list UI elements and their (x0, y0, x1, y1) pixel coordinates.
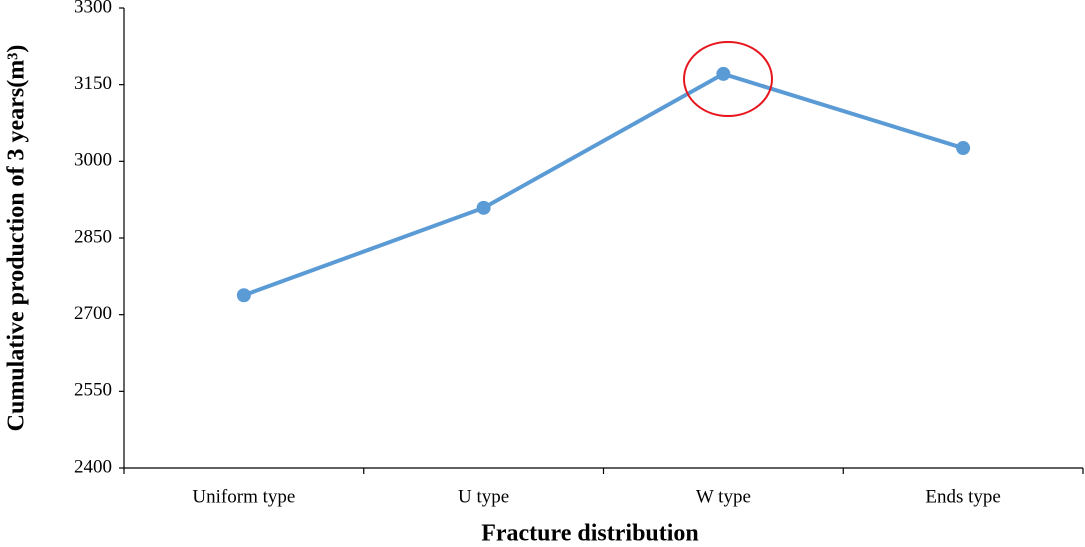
x-tick-label: Uniform type (192, 486, 295, 507)
y-tick-label: 2700 (74, 303, 112, 324)
highlight-circle (683, 41, 773, 117)
data-line (243, 71, 964, 298)
data-point (716, 66, 731, 81)
x-tick-label: Ends type (925, 486, 1000, 507)
y-tick-label: 3000 (74, 150, 112, 171)
y-tick-label: 3150 (74, 73, 112, 94)
y-axis-title: Cumulative production of 3 years(m³) (4, 45, 30, 432)
data-point (476, 200, 491, 215)
y-tick-label: 2550 (74, 380, 112, 401)
y-tick-label: 2850 (74, 226, 112, 247)
data-point (236, 288, 251, 303)
y-tick-label: 2400 (74, 456, 112, 477)
x-tick-label: U type (458, 486, 509, 507)
y-tick-label: 3300 (74, 0, 112, 17)
x-axis-title: Fracture distribution (481, 521, 699, 547)
x-tick-label: W type (696, 486, 751, 507)
data-point (956, 141, 971, 156)
